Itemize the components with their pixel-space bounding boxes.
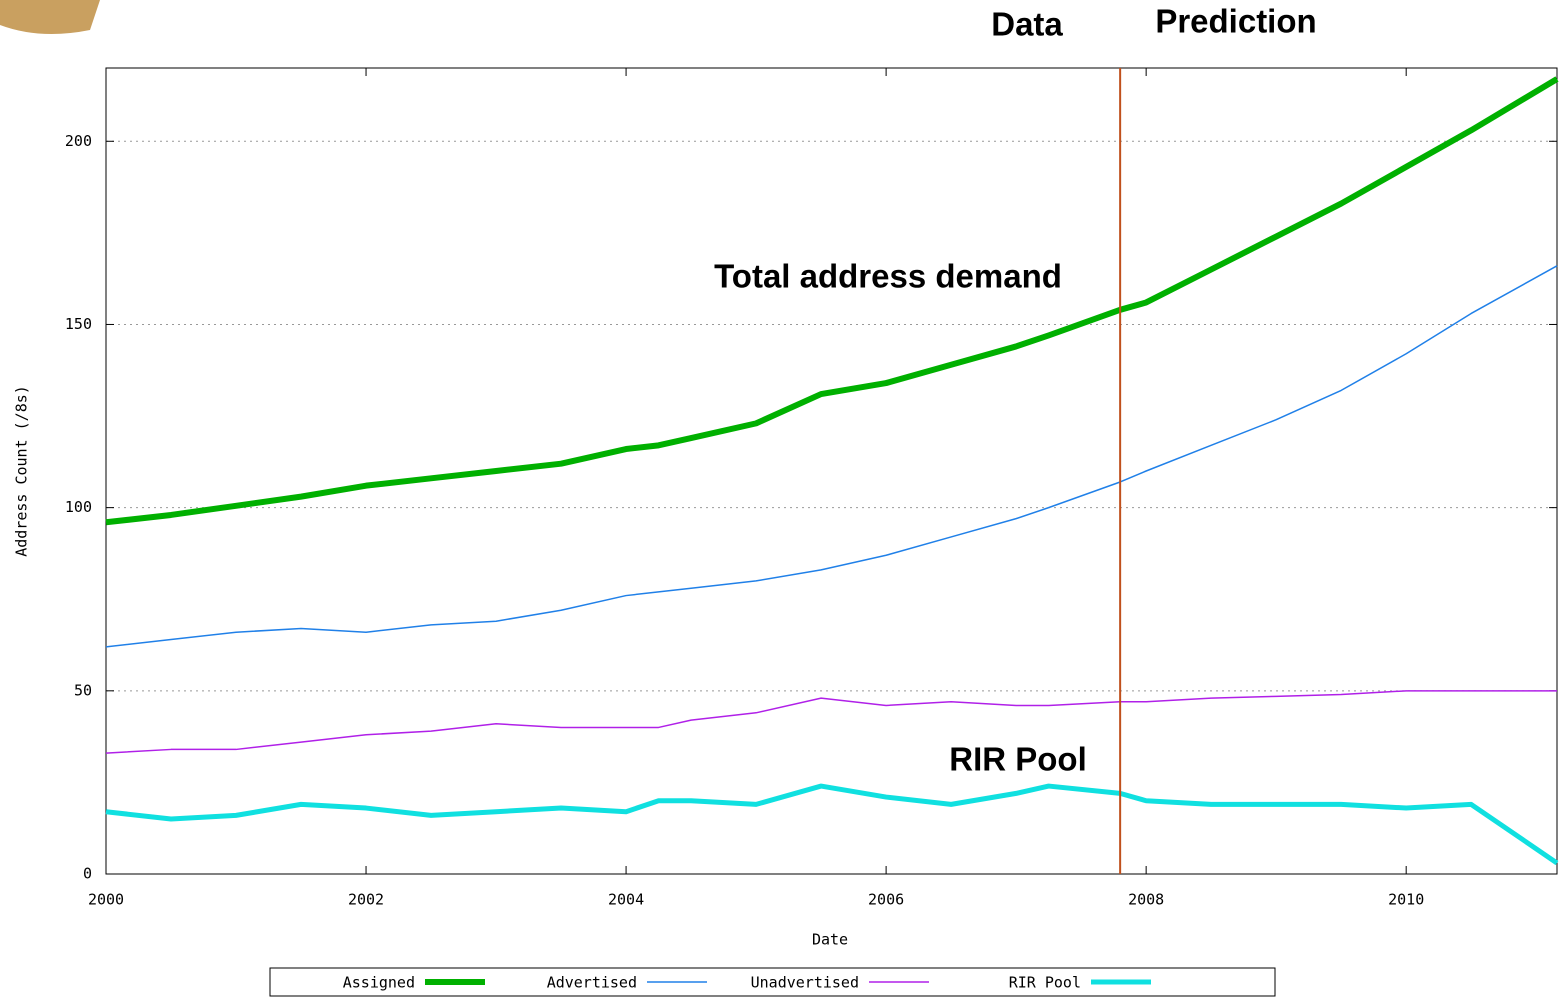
x-tick-label: 2002 xyxy=(348,891,384,909)
chart: Date Address Count (/8s) Data Prediction… xyxy=(0,0,1560,997)
page: {"chart_data": { "type": "line", "x_labe… xyxy=(0,0,1560,997)
series-line xyxy=(106,266,1557,647)
y-tick-label: 200 xyxy=(65,132,92,150)
x-tick-label: 2006 xyxy=(868,891,904,909)
y-tick-label: 100 xyxy=(65,498,92,516)
y-axis-label: Address Count (/8s) xyxy=(13,385,31,557)
x-tick-label: 2010 xyxy=(1388,891,1424,909)
x-tick-label: 2008 xyxy=(1128,891,1164,909)
legend-label: Advertised xyxy=(547,974,637,992)
x-tick-label: 2004 xyxy=(608,891,644,909)
series-line xyxy=(106,691,1557,753)
x-axis-label: Date xyxy=(812,931,848,949)
x-tick-label: 2000 xyxy=(88,891,124,909)
series-line xyxy=(106,786,1557,863)
annotation: Data xyxy=(991,6,1063,43)
y-tick-label: 50 xyxy=(74,681,92,699)
annotation: Prediction xyxy=(1155,3,1316,40)
annotation: RIR Pool xyxy=(949,741,1087,778)
plot-frame xyxy=(106,68,1557,874)
y-tick-label: 0 xyxy=(83,865,92,883)
series-line xyxy=(106,79,1557,522)
annotation: Total address demand xyxy=(714,258,1062,295)
legend-label: Assigned xyxy=(343,974,415,992)
legend-label: Unadvertised xyxy=(751,974,859,992)
logo xyxy=(0,0,100,34)
y-tick-label: 150 xyxy=(65,315,92,333)
legend-label: RIR Pool xyxy=(1009,974,1081,992)
